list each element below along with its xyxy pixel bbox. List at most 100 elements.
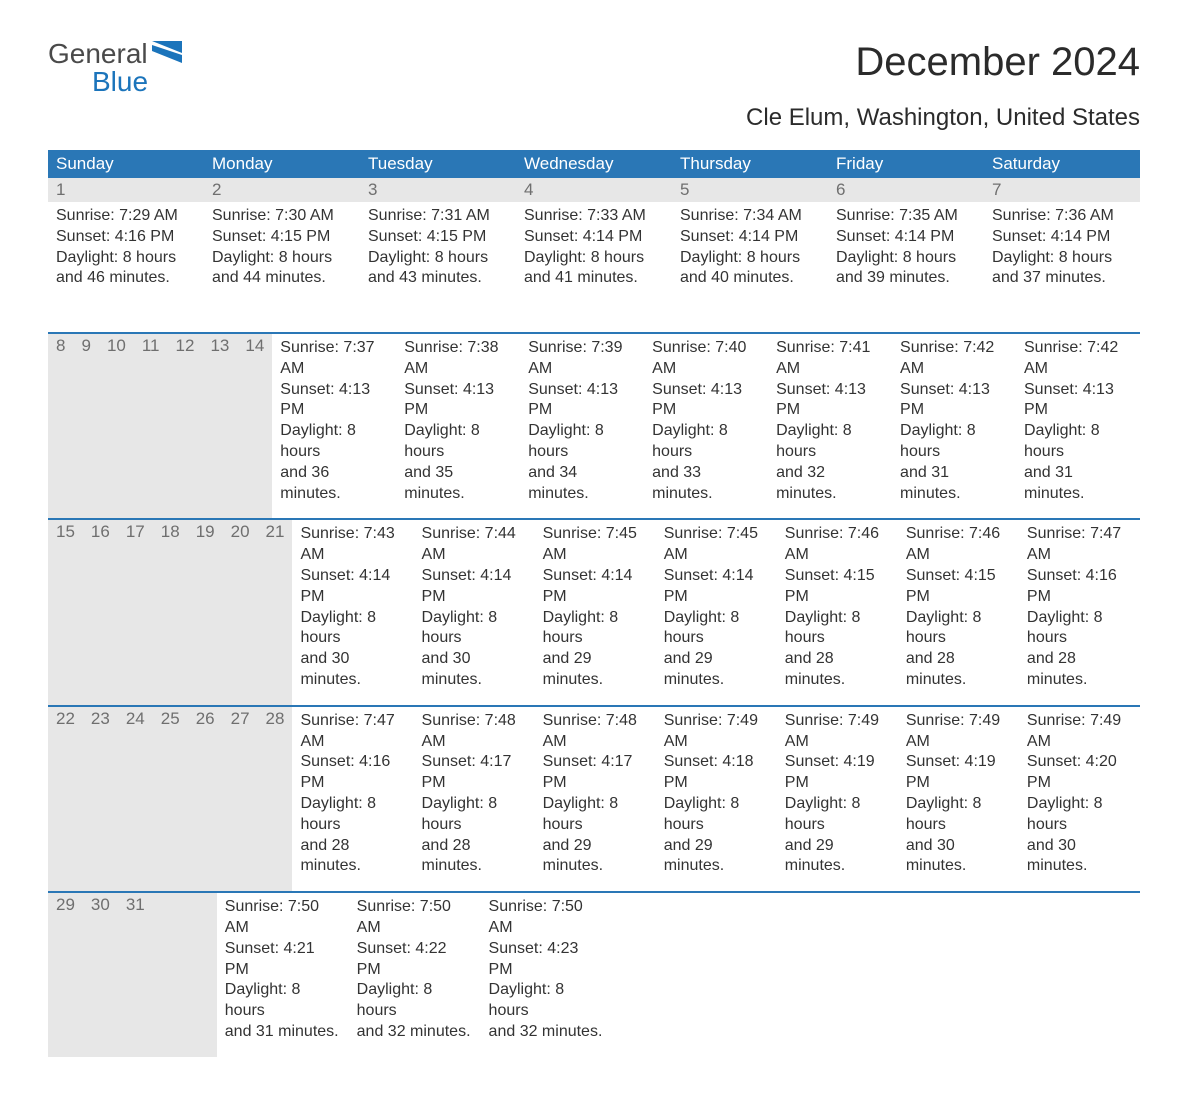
sunrise-text: Sunrise: 7:41 AM [776, 338, 884, 380]
daylight-text: Daylight: 8 hours [785, 608, 890, 650]
weekday-header: Tuesday [360, 150, 516, 178]
sunrise-text: Sunrise: 7:37 AM [280, 338, 388, 380]
weekday-header: Sunday [48, 150, 204, 178]
day-number: 8 [48, 334, 73, 518]
sunrise-text: Sunrise: 7:45 AM [664, 524, 769, 566]
calendar-day: Sunrise: 7:46 AMSunset: 4:15 PMDaylight:… [777, 520, 898, 704]
daylight-text: Daylight: 8 hours [300, 794, 405, 836]
daylight-text: and 40 minutes. [680, 268, 820, 289]
sunrise-text: Sunrise: 7:34 AM [680, 206, 820, 227]
day-number: 14 [237, 334, 272, 518]
day-number: 10 [99, 334, 134, 518]
calendar-day: Sunrise: 7:40 AMSunset: 4:13 PMDaylight:… [644, 334, 768, 518]
day-number: 28 [258, 707, 293, 891]
sunrise-text: Sunrise: 7:49 AM [785, 711, 890, 753]
sunrise-text: Sunrise: 7:44 AM [422, 524, 527, 566]
logo-word1: General [48, 40, 148, 68]
calendar-day: Sunrise: 7:49 AMSunset: 4:20 PMDaylight:… [1019, 707, 1140, 891]
sunrise-text: Sunrise: 7:49 AM [1027, 711, 1132, 753]
day-number: 7 [984, 178, 1140, 202]
daylight-text: and 28 minutes. [422, 836, 527, 878]
daylight-text: Daylight: 8 hours [680, 248, 820, 269]
sunset-text: Sunset: 4:14 PM [422, 566, 527, 608]
day-data-row: Sunrise: 7:29 AMSunset: 4:16 PMDaylight:… [48, 202, 1140, 332]
daylight-text: Daylight: 8 hours [543, 794, 648, 836]
calendar-day: Sunrise: 7:46 AMSunset: 4:15 PMDaylight:… [898, 520, 1019, 704]
daylight-text: Daylight: 8 hours [906, 794, 1011, 836]
weekday-header: Monday [204, 150, 360, 178]
sunset-text: Sunset: 4:14 PM [992, 227, 1132, 248]
daylight-text: and 39 minutes. [836, 268, 976, 289]
daylight-text: Daylight: 8 hours [652, 421, 760, 463]
calendar-day: Sunrise: 7:49 AMSunset: 4:19 PMDaylight:… [898, 707, 1019, 891]
daylight-text: Daylight: 8 hours [225, 980, 341, 1022]
sunset-text: Sunset: 4:15 PM [212, 227, 352, 248]
daylight-text: Daylight: 8 hours [528, 421, 636, 463]
sunset-text: Sunset: 4:23 PM [489, 939, 605, 981]
daylight-text: and 30 minutes. [1027, 836, 1132, 878]
day-number: 5 [672, 178, 828, 202]
logo-word2: Blue [48, 68, 182, 96]
calendar-day: Sunrise: 7:36 AMSunset: 4:14 PMDaylight:… [984, 202, 1140, 332]
sunset-text: Sunset: 4:21 PM [225, 939, 341, 981]
weekday-header: Wednesday [516, 150, 672, 178]
daylight-text: Daylight: 8 hours [1027, 794, 1132, 836]
day-number: 17 [118, 520, 153, 704]
daylight-text: Daylight: 8 hours [664, 608, 769, 650]
day-number: 11 [134, 334, 168, 518]
daylight-text: Daylight: 8 hours [664, 794, 769, 836]
sunrise-text: Sunrise: 7:49 AM [906, 711, 1011, 753]
day-number-row: 1234567 [48, 178, 1140, 202]
daylight-text: and 29 minutes. [543, 836, 648, 878]
day-number: 24 [118, 707, 153, 891]
calendar-day: Sunrise: 7:29 AMSunset: 4:16 PMDaylight:… [48, 202, 204, 332]
sunset-text: Sunset: 4:14 PM [664, 566, 769, 608]
daylight-text: Daylight: 8 hours [900, 421, 1008, 463]
sunrise-text: Sunrise: 7:42 AM [1024, 338, 1132, 380]
day-number: 21 [258, 520, 293, 704]
calendar-day: Sunrise: 7:38 AMSunset: 4:13 PMDaylight:… [396, 334, 520, 518]
day-number-row: 15161718192021 [48, 520, 292, 704]
day-data-row: Sunrise: 7:43 AMSunset: 4:14 PMDaylight:… [292, 520, 1140, 704]
day-number: 16 [83, 520, 118, 704]
day-number: 2 [204, 178, 360, 202]
day-data-row: Sunrise: 7:47 AMSunset: 4:16 PMDaylight:… [292, 707, 1140, 891]
calendar-day: Sunrise: 7:37 AMSunset: 4:13 PMDaylight:… [272, 334, 396, 518]
sunset-text: Sunset: 4:14 PM [300, 566, 405, 608]
daylight-text: and 44 minutes. [212, 268, 352, 289]
sunset-text: Sunset: 4:17 PM [543, 752, 648, 794]
sunset-text: Sunset: 4:14 PM [543, 566, 648, 608]
daylight-text: Daylight: 8 hours [56, 248, 196, 269]
daylight-text: and 29 minutes. [785, 836, 890, 878]
page-title: December 2024 [855, 40, 1140, 85]
daylight-text: Daylight: 8 hours [1024, 421, 1132, 463]
daylight-text: and 34 minutes. [528, 463, 636, 505]
sunset-text: Sunset: 4:15 PM [785, 566, 890, 608]
daylight-text: and 30 minutes. [422, 649, 527, 691]
daylight-text: Daylight: 8 hours [280, 421, 388, 463]
sunset-text: Sunset: 4:14 PM [680, 227, 820, 248]
sunrise-text: Sunrise: 7:31 AM [368, 206, 508, 227]
sunrise-text: Sunrise: 7:29 AM [56, 206, 196, 227]
day-number: 1 [48, 178, 204, 202]
calendar-day: Sunrise: 7:43 AMSunset: 4:14 PMDaylight:… [292, 520, 413, 704]
day-number: 26 [188, 707, 223, 891]
calendar-day: Sunrise: 7:48 AMSunset: 4:17 PMDaylight:… [535, 707, 656, 891]
weekday-header-row: Sunday Monday Tuesday Wednesday Thursday… [48, 150, 1140, 178]
calendar-day: Sunrise: 7:31 AMSunset: 4:15 PMDaylight:… [360, 202, 516, 332]
calendar-day: Sunrise: 7:39 AMSunset: 4:13 PMDaylight:… [520, 334, 644, 518]
sunset-text: Sunset: 4:13 PM [404, 380, 512, 422]
calendar-day: Sunrise: 7:42 AMSunset: 4:13 PMDaylight:… [892, 334, 1016, 518]
daylight-text: and 28 minutes. [906, 649, 1011, 691]
calendar-week: 22232425262728Sunrise: 7:47 AMSunset: 4:… [48, 705, 1140, 891]
daylight-text: and 41 minutes. [524, 268, 664, 289]
sunrise-text: Sunrise: 7:46 AM [906, 524, 1011, 566]
flag-icon [152, 40, 182, 68]
sunrise-text: Sunrise: 7:36 AM [992, 206, 1132, 227]
sunset-text: Sunset: 4:16 PM [300, 752, 405, 794]
daylight-text: and 46 minutes. [56, 268, 196, 289]
daylight-text: and 31 minutes. [900, 463, 1008, 505]
calendar-day: Sunrise: 7:45 AMSunset: 4:14 PMDaylight:… [535, 520, 656, 704]
daylight-text: Daylight: 8 hours [422, 608, 527, 650]
sunset-text: Sunset: 4:16 PM [1027, 566, 1132, 608]
